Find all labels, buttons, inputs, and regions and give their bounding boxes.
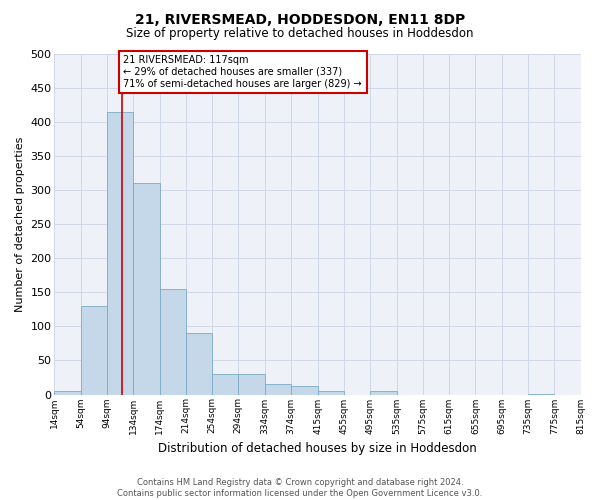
Bar: [212, 374, 238, 394]
Bar: [107, 112, 133, 395]
Bar: [160, 289, 186, 395]
X-axis label: Distribution of detached houses by size in Hoddesdon: Distribution of detached houses by size …: [158, 442, 477, 455]
Text: 21, RIVERSMEAD, HODDESDON, EN11 8DP: 21, RIVERSMEAD, HODDESDON, EN11 8DP: [135, 12, 465, 26]
Bar: [186, 333, 212, 394]
Bar: [55, 391, 81, 394]
Bar: [133, 184, 160, 394]
Text: Contains HM Land Registry data © Crown copyright and database right 2024.
Contai: Contains HM Land Registry data © Crown c…: [118, 478, 482, 498]
Y-axis label: Number of detached properties: Number of detached properties: [15, 136, 25, 312]
Bar: [81, 306, 107, 394]
Bar: [318, 391, 344, 394]
Bar: [370, 391, 397, 394]
Text: 21 RIVERSMEAD: 117sqm
← 29% of detached houses are smaller (337)
71% of semi-det: 21 RIVERSMEAD: 117sqm ← 29% of detached …: [124, 56, 362, 88]
Bar: [238, 374, 265, 394]
Bar: [265, 384, 291, 394]
Bar: [291, 386, 318, 394]
Text: Size of property relative to detached houses in Hoddesdon: Size of property relative to detached ho…: [126, 28, 474, 40]
